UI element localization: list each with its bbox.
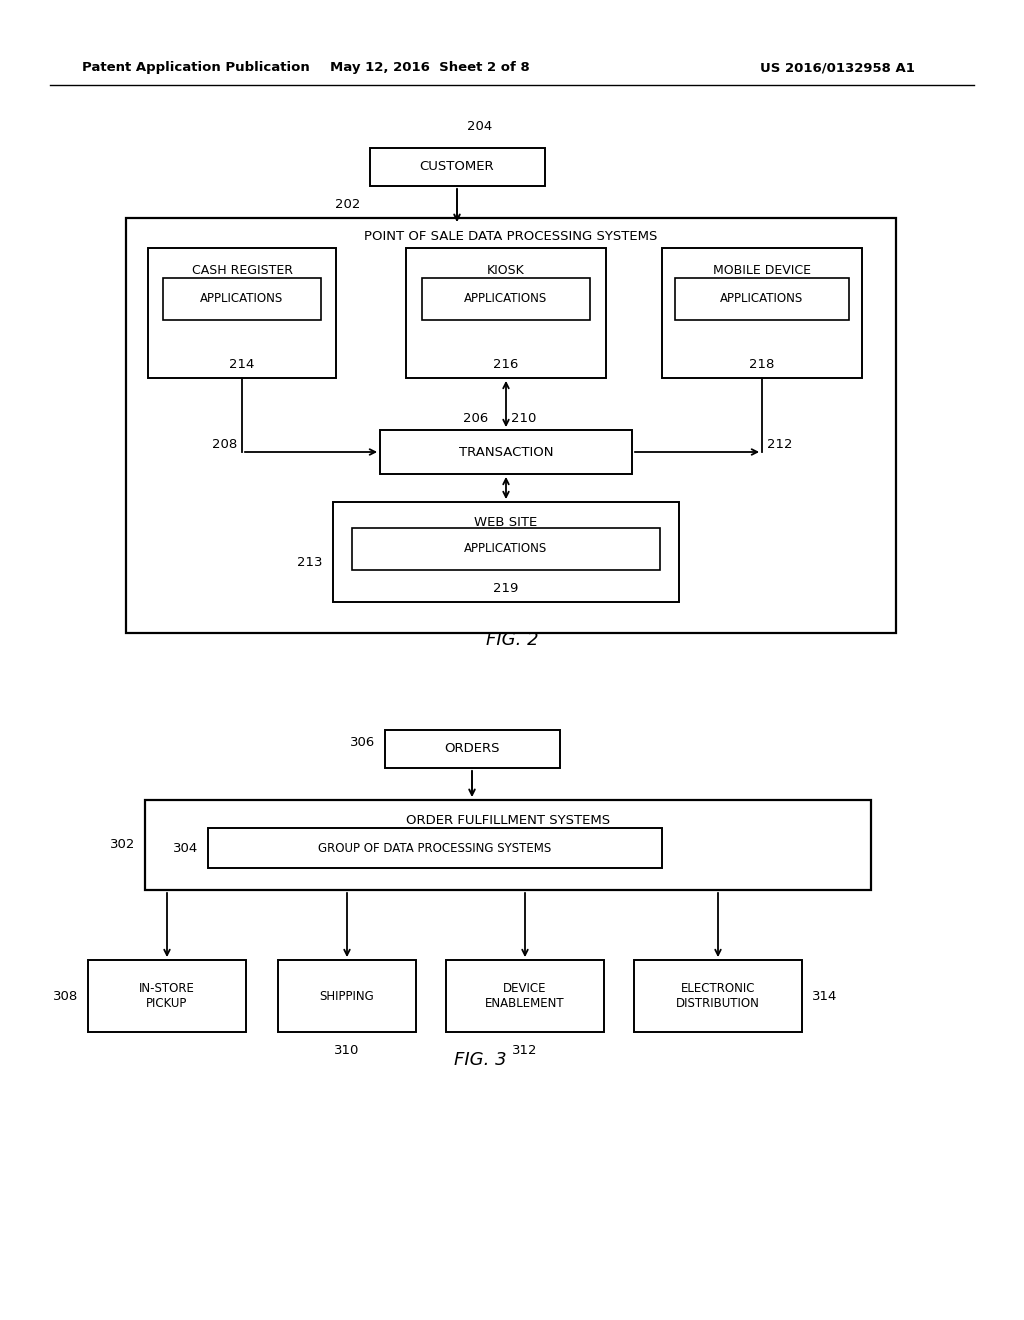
Bar <box>385 730 560 768</box>
Text: CUSTOMER: CUSTOMER <box>420 161 495 173</box>
Text: APPLICATIONS: APPLICATIONS <box>201 293 284 305</box>
Text: FIG. 2: FIG. 2 <box>485 631 539 649</box>
Text: 202: 202 <box>335 198 360 210</box>
Text: IN-STORE
PICKUP: IN-STORE PICKUP <box>139 982 195 1010</box>
Text: FIG. 3: FIG. 3 <box>454 1051 506 1069</box>
Text: 312: 312 <box>512 1044 538 1056</box>
Text: APPLICATIONS: APPLICATIONS <box>464 543 548 556</box>
Text: POINT OF SALE DATA PROCESSING SYSTEMS: POINT OF SALE DATA PROCESSING SYSTEMS <box>365 230 657 243</box>
Text: 304: 304 <box>173 842 198 854</box>
Bar <box>675 279 849 319</box>
Text: DEVICE
ENABLEMENT: DEVICE ENABLEMENT <box>485 982 565 1010</box>
Text: 314: 314 <box>812 990 838 1002</box>
Text: 210: 210 <box>511 412 537 425</box>
Bar <box>163 279 321 319</box>
Bar <box>422 279 590 319</box>
Bar <box>446 960 604 1032</box>
Text: ORDERS: ORDERS <box>444 742 500 755</box>
Text: 213: 213 <box>298 556 323 569</box>
Text: 219: 219 <box>494 582 519 594</box>
Bar <box>148 248 336 378</box>
Text: 216: 216 <box>494 358 519 371</box>
Text: APPLICATIONS: APPLICATIONS <box>720 293 804 305</box>
Bar <box>352 528 660 570</box>
Text: 206: 206 <box>463 412 488 425</box>
Text: 310: 310 <box>334 1044 359 1056</box>
Text: 214: 214 <box>229 358 255 371</box>
Text: 208: 208 <box>212 437 237 450</box>
Bar <box>662 248 862 378</box>
Text: Patent Application Publication: Patent Application Publication <box>82 62 309 74</box>
Text: CASH REGISTER: CASH REGISTER <box>191 264 293 276</box>
Text: GROUP OF DATA PROCESSING SYSTEMS: GROUP OF DATA PROCESSING SYSTEMS <box>318 842 552 854</box>
Bar <box>278 960 416 1032</box>
Text: 306: 306 <box>350 735 375 748</box>
Bar <box>370 148 545 186</box>
Text: 218: 218 <box>750 358 775 371</box>
Bar <box>406 248 606 378</box>
Text: 212: 212 <box>767 437 793 450</box>
Text: SHIPPING: SHIPPING <box>319 990 375 1002</box>
Bar <box>208 828 662 869</box>
Bar <box>380 430 632 474</box>
Text: 204: 204 <box>467 120 493 132</box>
Bar <box>126 218 896 634</box>
Bar <box>88 960 246 1032</box>
Text: ORDER FULFILLMENT SYSTEMS: ORDER FULFILLMENT SYSTEMS <box>406 813 610 826</box>
Text: TRANSACTION: TRANSACTION <box>459 446 553 458</box>
Text: May 12, 2016  Sheet 2 of 8: May 12, 2016 Sheet 2 of 8 <box>330 62 529 74</box>
Text: ELECTRONIC
DISTRIBUTION: ELECTRONIC DISTRIBUTION <box>676 982 760 1010</box>
Text: WEB SITE: WEB SITE <box>474 516 538 528</box>
Text: 308: 308 <box>53 990 78 1002</box>
Bar <box>333 502 679 602</box>
Bar <box>634 960 802 1032</box>
Text: KIOSK: KIOSK <box>487 264 525 276</box>
Text: MOBILE DEVICE: MOBILE DEVICE <box>713 264 811 276</box>
Text: 302: 302 <box>110 838 135 851</box>
Text: APPLICATIONS: APPLICATIONS <box>464 293 548 305</box>
Bar <box>145 800 871 890</box>
Text: US 2016/0132958 A1: US 2016/0132958 A1 <box>760 62 914 74</box>
